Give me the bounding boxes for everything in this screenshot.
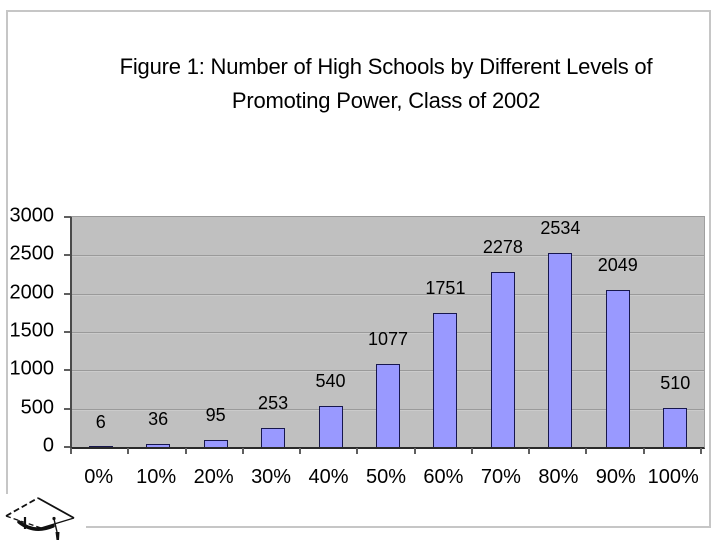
bar-value-label: 1077 xyxy=(367,329,409,350)
x-axis-tick xyxy=(470,448,473,454)
bar-value-label: 2278 xyxy=(482,237,523,258)
x-tick-label: 70% xyxy=(480,466,521,488)
bar xyxy=(490,272,515,447)
bar-group: 6 xyxy=(72,217,129,447)
y-axis-tick xyxy=(64,254,70,257)
bar-value-label: 36 xyxy=(148,409,169,430)
bars-container: 6 36 95 253 540 1077 xyxy=(72,217,704,447)
bar xyxy=(146,444,171,447)
x-tick-label: 40% xyxy=(308,466,349,488)
y-tick-label: 3000 xyxy=(9,204,55,227)
bar-value-label: 2534 xyxy=(540,217,581,238)
x-axis-tick xyxy=(528,448,531,454)
x-axis-tick xyxy=(413,448,416,454)
x-axis: 0% 10% 20% 30% 40% 50% 60% 70% 80% 90% 1… xyxy=(70,466,702,489)
bar-group: 1077 xyxy=(359,217,416,447)
x-tick-label: 60% xyxy=(423,466,464,488)
bar-group: 2278 xyxy=(474,217,531,447)
bar xyxy=(548,252,573,447)
x-axis-tick xyxy=(299,448,302,454)
bar xyxy=(318,405,343,447)
graduation-cap-icon xyxy=(0,494,86,540)
gridline xyxy=(72,255,704,257)
x-axis-tick xyxy=(642,448,645,454)
x-axis-tick xyxy=(70,448,72,454)
y-axis-tick xyxy=(64,216,70,218)
gridline xyxy=(72,293,704,295)
x-axis-tick xyxy=(241,448,244,454)
gridline xyxy=(72,332,704,333)
x-tick-label: 80% xyxy=(538,466,579,488)
y-tick-label: 0 xyxy=(42,434,54,457)
bar-value-label: 6 xyxy=(95,411,106,432)
bar-group: 2049 xyxy=(589,217,646,447)
bar-value-label: 2049 xyxy=(597,254,638,275)
bar-group: 36 xyxy=(129,217,186,447)
bar xyxy=(203,439,228,447)
bar-group: 2534 xyxy=(532,217,589,447)
bar-value-label: 1751 xyxy=(425,277,466,298)
bar xyxy=(605,289,630,447)
y-tick-label: 2500 xyxy=(9,242,55,265)
bar-group: 253 xyxy=(244,217,301,447)
y-axis-tick xyxy=(64,407,70,410)
bar-group: 95 xyxy=(187,217,244,447)
y-axis-tick xyxy=(64,369,70,372)
plot-area: 6 36 95 253 540 1077 xyxy=(64,216,705,449)
y-axis: 3000 2500 2000 1500 1000 500 0 xyxy=(0,205,60,457)
y-axis-tick xyxy=(64,292,70,295)
x-tick-label: 100% xyxy=(647,466,699,488)
x-tick-label: 90% xyxy=(595,466,636,488)
x-tick-label: 20% xyxy=(193,466,234,488)
chart-title-line2: Promoting Power, Class of 2002 xyxy=(231,88,541,113)
bar-value-label: 95 xyxy=(205,404,226,425)
bar-value-label: 510 xyxy=(660,372,691,393)
y-axis-tick xyxy=(64,446,70,448)
bar-value-label: 540 xyxy=(315,370,346,391)
y-tick-label: 1000 xyxy=(9,357,55,380)
x-axis-tick xyxy=(585,448,588,454)
x-axis-ticks xyxy=(70,448,702,454)
y-tick-label: 1500 xyxy=(9,319,55,342)
chart-title: Figure 1: Number of High Schools by Diff… xyxy=(70,50,702,118)
y-tick-label: 2000 xyxy=(9,281,55,304)
bar xyxy=(261,427,286,447)
bar-group: 1751 xyxy=(417,217,474,447)
bar xyxy=(433,312,458,447)
x-tick-label: 0% xyxy=(84,466,114,488)
bar xyxy=(663,407,688,447)
y-axis-tick xyxy=(64,331,70,333)
bar xyxy=(88,446,113,447)
bar-value-label: 253 xyxy=(258,392,289,413)
x-axis-tick xyxy=(699,448,702,454)
y-tick-label: 500 xyxy=(20,396,54,419)
bar-group: 540 xyxy=(302,217,359,447)
x-tick-label: 50% xyxy=(365,466,406,488)
x-axis-tick xyxy=(356,448,359,454)
chart-title-line1: Figure 1: Number of High Schools by Diff… xyxy=(119,54,653,79)
x-axis-tick xyxy=(127,448,130,454)
x-axis-tick xyxy=(184,448,187,454)
x-tick-label: 10% xyxy=(136,466,177,488)
bar xyxy=(375,364,400,447)
bar-group: 510 xyxy=(647,217,704,447)
x-tick-label: 30% xyxy=(251,466,292,488)
slide-border xyxy=(6,10,711,528)
